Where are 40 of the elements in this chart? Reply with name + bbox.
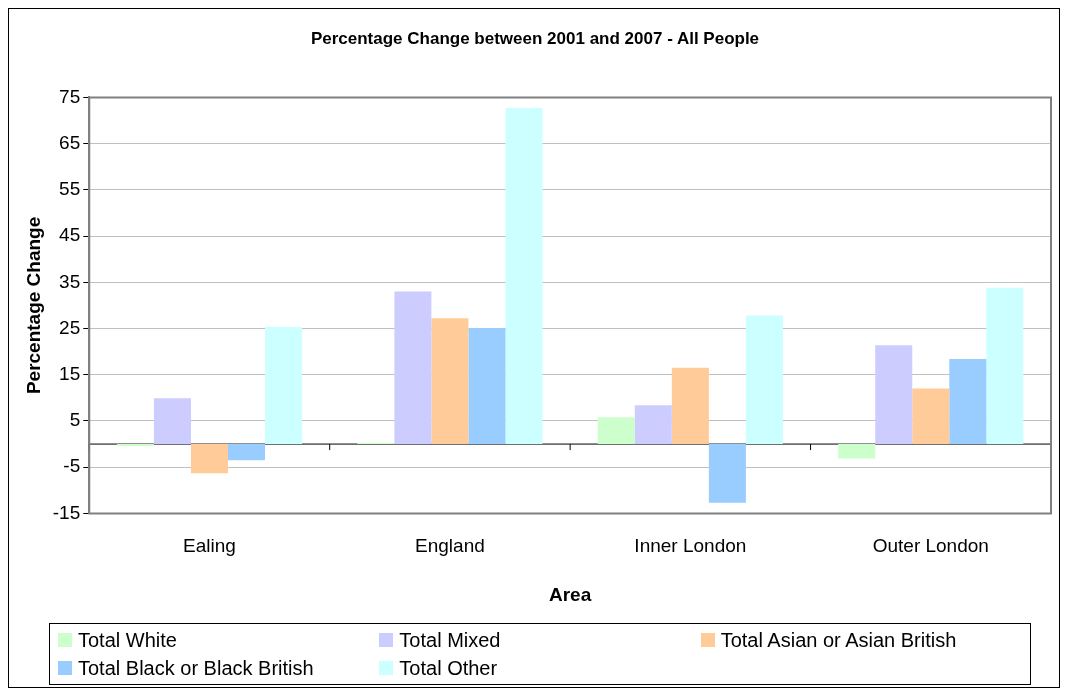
bar xyxy=(153,398,191,445)
y-tick-label: 65 xyxy=(59,131,81,153)
y-tick-label: 75 xyxy=(59,85,81,107)
y-tick-label: 5 xyxy=(69,409,81,431)
bar xyxy=(505,108,543,445)
x-axis-title: Area xyxy=(549,583,592,605)
y-axis-title: Percentage Change xyxy=(22,216,44,395)
bar xyxy=(745,315,783,445)
y-tick-label: 45 xyxy=(59,224,81,246)
bar xyxy=(875,345,913,445)
bar xyxy=(671,367,709,445)
y-tick-label: -5 xyxy=(63,455,81,477)
bar xyxy=(265,327,303,445)
y-tick-label: 55 xyxy=(59,178,81,200)
legend-label: Total Mixed xyxy=(399,628,501,653)
bar xyxy=(394,291,432,445)
y-tick-label: 25 xyxy=(59,316,81,338)
y-tick-label: 35 xyxy=(59,270,81,292)
bar xyxy=(949,359,987,445)
bar xyxy=(986,287,1024,445)
x-tick-label: Outer London xyxy=(872,535,989,557)
bar xyxy=(227,444,266,461)
bar xyxy=(468,328,506,445)
x-tick-label: Inner London xyxy=(634,535,747,557)
legend-label: Total Asian or Asian British xyxy=(720,628,957,653)
bar xyxy=(708,444,746,503)
legend-label: Total Other xyxy=(399,656,498,681)
bar xyxy=(838,444,876,459)
legend-label: Total White xyxy=(78,628,177,653)
bar xyxy=(912,388,950,445)
x-tick-label: England xyxy=(415,535,485,557)
y-tick-label: 15 xyxy=(59,362,81,384)
chart-title: Percentage Change between 2001 and 2007 - All People xyxy=(310,28,760,48)
legend-label: Total Black or Black British xyxy=(78,656,314,681)
bar xyxy=(634,405,672,445)
bar xyxy=(190,444,228,474)
x-tick-label: Ealing xyxy=(183,535,236,557)
bar xyxy=(597,417,635,445)
y-tick-label: -15 xyxy=(52,501,81,523)
bar xyxy=(431,318,469,445)
